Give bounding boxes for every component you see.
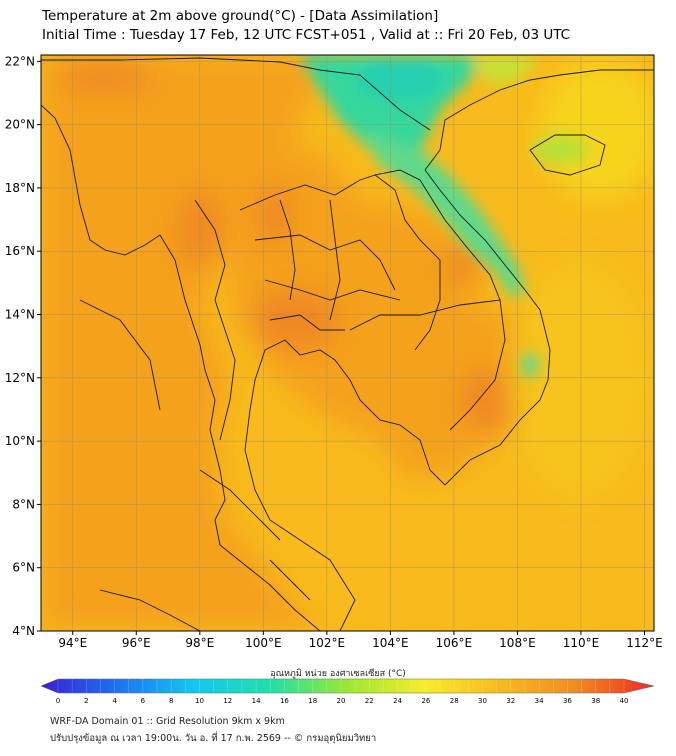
lon-tick-label: 106°E — [436, 636, 473, 650]
footer-update-info: ปรับปรุงข้อมูล ณ เวลา 19:00น. วัน อ. ที่… — [50, 733, 377, 744]
lon-tick-label: 110°E — [563, 636, 600, 650]
colorbar-tick-label: 12 — [223, 697, 232, 705]
footer-model-info: WRF-DA Domain 01 :: Grid Resolution 9km … — [50, 716, 285, 727]
lon-tick-label: 98°E — [185, 636, 214, 650]
colorbar-tick-label: 34 — [535, 697, 544, 705]
longitude-axis: 94°E 96°E 98°E 100°E 102°E 104°E 106°E 108°E 110… — [58, 631, 663, 650]
colorbar-tick-label: 28 — [450, 697, 459, 705]
temperature-field — [41, 55, 654, 631]
colorbar-tick-label: 10 — [195, 697, 204, 705]
chart-subtitle: Initial Time : Tuesday 17 Feb, 12 UTC FC… — [42, 27, 571, 43]
colorbar-tick-label: 14 — [252, 697, 261, 705]
map-gridlines — [41, 55, 654, 631]
lat-tick-label: 4°N — [12, 624, 35, 638]
lat-tick-label: 12°N — [5, 371, 35, 385]
colorbar-tick-label: 30 — [478, 697, 487, 705]
colorbar-tick-label: 4 — [112, 697, 117, 705]
lat-tick-label: 18°N — [5, 181, 35, 195]
colorbar-tick-label: 24 — [393, 697, 402, 705]
colorbar-tick-label: 20 — [337, 697, 346, 705]
lon-tick-label: 100°E — [245, 636, 282, 650]
lon-tick-label: 104°E — [372, 636, 409, 650]
latitude-axis: 22°N 20°N 18°N 16°N 14°N 12°N 10°N 8°N 6°N 4°N — [5, 54, 41, 638]
colorbar-label: อุณหภูมิ หน่วย องศาเซลเซียส (°C) — [270, 669, 406, 679]
map-frame — [40, 54, 655, 632]
lon-tick-label: 102°E — [309, 636, 346, 650]
lat-tick-label: 6°N — [12, 561, 35, 575]
lat-tick-label: 8°N — [12, 497, 35, 511]
colorbar-tick-label: 18 — [308, 697, 317, 705]
chart-title: Temperature at 2m above ground(°C) - [Da… — [42, 8, 439, 24]
lat-tick-label: 10°N — [5, 434, 35, 448]
colorbar-bar — [40, 678, 655, 694]
lat-tick-label: 16°N — [5, 244, 35, 258]
colorbar-tick-label: 32 — [506, 697, 515, 705]
colorbar-tick-label: 38 — [591, 697, 600, 705]
colorbar: 0 2 4 6 8 10 12 14 16 18 20 22 24 26 28 30 32 34 36 38 40 — [40, 678, 655, 705]
lon-tick-label: 96°E — [122, 636, 151, 650]
lon-tick-label: 112°E — [626, 636, 663, 650]
lon-tick-label: 108°E — [499, 636, 536, 650]
colorbar-tick-label: 26 — [421, 697, 430, 705]
lat-tick-label: 20°N — [5, 118, 35, 132]
colorbar-tick-label: 2 — [84, 697, 88, 705]
colorbar-tick-label: 8 — [169, 697, 173, 705]
colorbar-tick-label: 40 — [620, 697, 629, 705]
colorbar-tick-label: 36 — [563, 697, 572, 705]
colorbar-tick-label: 0 — [56, 697, 60, 705]
colorbar-ticks: 0 2 4 6 8 10 12 14 16 18 20 22 24 26 28 30 32 34 36 38 40 — [56, 679, 629, 705]
country-borders — [41, 57, 654, 631]
lat-tick-label: 22°N — [5, 54, 35, 68]
colorbar-tick-label: 16 — [280, 697, 289, 705]
colorbar-tick-label: 6 — [141, 697, 146, 705]
lon-tick-label: 94°E — [58, 636, 87, 650]
colorbar-tick-label: 22 — [365, 697, 374, 705]
lat-tick-label: 14°N — [5, 308, 35, 322]
